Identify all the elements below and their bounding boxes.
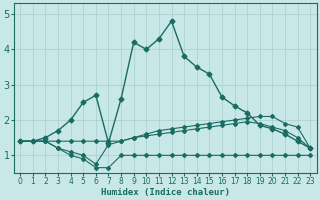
X-axis label: Humidex (Indice chaleur): Humidex (Indice chaleur)	[101, 188, 230, 197]
